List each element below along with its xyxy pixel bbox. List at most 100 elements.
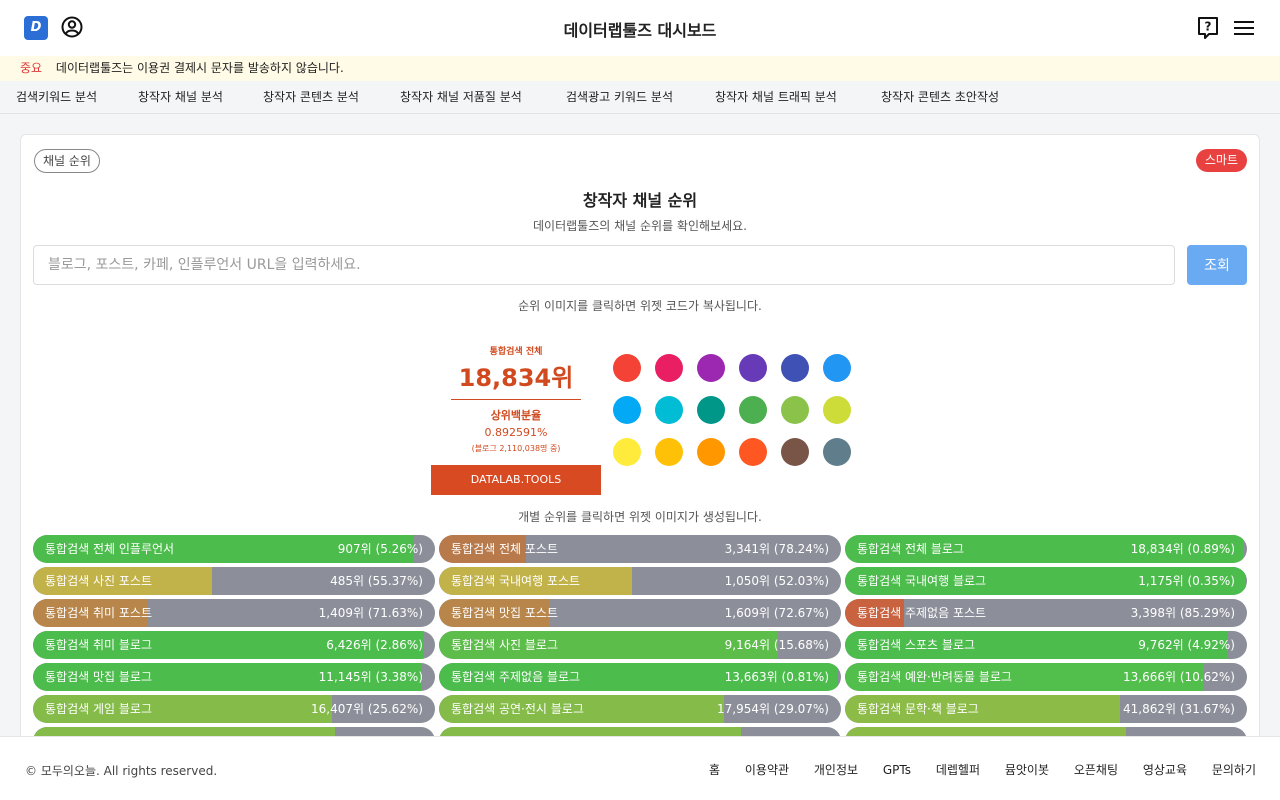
user-circle-icon[interactable] xyxy=(61,16,83,38)
rank-item-fill xyxy=(33,695,332,723)
hamburger-menu-icon[interactable] xyxy=(1233,18,1255,38)
footer-link-gpts[interactable]: GPTs xyxy=(882,763,911,777)
rank-item[interactable]: 통합검색 맛집 포스트 1,609위 (72.67%) xyxy=(439,599,841,627)
rank-item-value: 9,164위 (15.68%) xyxy=(724,638,829,652)
color-swatch[interactable] xyxy=(823,396,851,424)
rank-item-name: 통합검색 예완·반려동물 블로그 xyxy=(857,670,1012,684)
rank-item-fill xyxy=(439,695,725,723)
rank-item-name: 통합검색 취미 블로그 xyxy=(45,638,152,652)
rank-item[interactable]: 통합검색 문학·책 블로그 41,862위 (31.67%) xyxy=(845,695,1247,723)
rank-item[interactable]: 통합검색 게임 블로그 16,407위 (25.62%) xyxy=(33,695,435,723)
color-swatch[interactable] xyxy=(823,438,851,466)
color-swatch[interactable] xyxy=(655,396,683,424)
rank-item-value: 6,426위 (2.86%) xyxy=(326,638,423,652)
top-header: D 데이터랩툴즈 대시보드 ? xyxy=(0,0,1280,56)
rank-item-fill xyxy=(439,567,632,595)
footer-link-contact[interactable]: 문의하기 xyxy=(1211,763,1256,777)
rank-item-fill xyxy=(439,535,527,563)
color-swatch[interactable] xyxy=(613,396,641,424)
footer-link-open-chat[interactable]: 오픈채팅 xyxy=(1073,763,1118,777)
widget-rank: 18,834위 xyxy=(458,364,574,392)
color-swatch[interactable] xyxy=(781,438,809,466)
rank-item-name: 통합검색 스포츠 블로그 xyxy=(857,638,976,652)
rank-item[interactable]: 통합검색 국내여행 포스트 1,050위 (52.03%) xyxy=(439,567,841,595)
rank-item-name: 통합검색 전체 블로그 xyxy=(857,542,964,556)
color-swatch[interactable] xyxy=(739,396,767,424)
color-swatch[interactable] xyxy=(655,354,683,382)
nav-item-low-quality-analysis[interactable]: 창작자 채널 저품질 분석 xyxy=(400,90,522,104)
rank-item-fill xyxy=(33,567,213,595)
rank-item-value: 9,762위 (4.92%) xyxy=(1138,638,1235,652)
rank-item-value: 13,666위 (10.62%) xyxy=(1123,670,1235,684)
rank-item-value: 13,663위 (0.81%) xyxy=(724,670,829,684)
url-search-input[interactable] xyxy=(33,245,1175,285)
color-swatch[interactable] xyxy=(697,354,725,382)
rank-item-name: 통합검색 문학·책 블로그 xyxy=(857,702,979,716)
rank-item[interactable]: 통합검색 주제없음 블로그 13,663위 (0.81%) xyxy=(439,663,841,691)
search-button[interactable]: 조회 xyxy=(1187,245,1247,285)
nav-item-traffic-analysis[interactable]: 창작자 채널 트래픽 분석 xyxy=(715,90,837,104)
widget-percent: 0.892591% xyxy=(484,426,548,439)
nav-item-channel-analysis[interactable]: 창작자 채널 분석 xyxy=(138,90,223,104)
help-icon[interactable]: ? xyxy=(1197,16,1219,40)
rank-item[interactable]: 통합검색 주제없음 포스트 3,398위 (85.29%) xyxy=(845,599,1247,627)
rank-item[interactable]: 통합검색 국내여행 블로그 1,175위 (0.35%) xyxy=(845,567,1247,595)
nav-item-content-analysis[interactable]: 창작자 콘텐츠 분석 xyxy=(263,90,359,104)
rank-item[interactable]: 통합검색 사진 포스트 485위 (55.37%) xyxy=(33,567,435,595)
footer-link-terms[interactable]: 이용약관 xyxy=(744,763,790,777)
color-swatch[interactable] xyxy=(655,438,683,466)
color-swatch[interactable] xyxy=(739,354,767,382)
footer-links: 홈 이용약관 개인정보 GPTs 데렙헬퍼 뮴앗이봇 오픈채팅 영상교육 문의하… xyxy=(688,761,1256,778)
color-swatch[interactable] xyxy=(781,354,809,382)
color-swatch[interactable] xyxy=(613,354,641,382)
copyright: © 모두의오늘. All rights reserved. xyxy=(25,764,218,778)
rank-item-fill xyxy=(33,535,414,563)
rank-item-name: 통합검색 국내여행 포스트 xyxy=(451,574,581,588)
rank-item-value: 1,175위 (0.35%) xyxy=(1138,574,1235,588)
color-swatch[interactable] xyxy=(739,438,767,466)
footer-link-home[interactable]: 홈 xyxy=(708,763,721,777)
main-nav: 검색키워드 분석 창작자 채널 분석 창작자 콘텐츠 분석 창작자 채널 저품질… xyxy=(0,81,1280,114)
rank-item-fill xyxy=(439,631,778,659)
nav-item-content-draft[interactable]: 창작자 콘텐츠 초안작성 xyxy=(881,90,1000,104)
rank-item[interactable]: 통합검색 스포츠 블로그 9,762위 (4.92%) xyxy=(845,631,1247,659)
rank-item-fill xyxy=(845,663,1205,691)
channel-rank-badge: 채널 순위 xyxy=(34,149,100,173)
widget-divider xyxy=(451,399,581,400)
color-swatch[interactable] xyxy=(823,354,851,382)
card-title: 창작자 채널 순위 xyxy=(582,191,698,210)
color-swatch[interactable] xyxy=(781,396,809,424)
rank-item-name: 통합검색 맛집 포스트 xyxy=(451,606,558,620)
rank-item[interactable]: 통합검색 공연·전시 블로그 17,954위 (29.07%) xyxy=(439,695,841,723)
rank-item-fill xyxy=(439,599,549,627)
rank-item[interactable]: 통합검색 예완·반려동물 블로그 13,666위 (10.62%) xyxy=(845,663,1247,691)
widget-percent-label: 상위백분율 xyxy=(490,409,542,422)
footer-link-video-edu[interactable]: 영상교육 xyxy=(1142,763,1187,777)
color-swatch[interactable] xyxy=(697,396,725,424)
rank-item[interactable]: 통합검색 취미 포스트 1,409위 (71.63%) xyxy=(33,599,435,627)
smart-badge: 스마트 xyxy=(1195,149,1247,172)
rank-item[interactable]: 통합검색 취미 블로그 6,426위 (2.86%) xyxy=(33,631,435,659)
rank-item-name: 통합검색 국내여행 블로그 xyxy=(857,574,987,588)
datalab-logo-icon[interactable]: D xyxy=(24,16,48,40)
rank-item-value: 41,862위 (31.67%) xyxy=(1123,702,1235,716)
color-swatch[interactable] xyxy=(613,438,641,466)
nav-item-ad-keyword-analysis[interactable]: 검색광고 키워드 분석 xyxy=(566,90,673,104)
footer-link-helper[interactable]: 데렙헬퍼 xyxy=(935,763,980,777)
page-title: 데이터랩툴즈 대시보드 xyxy=(563,21,717,40)
rank-item[interactable]: 통합검색 맛집 블로그 11,145위 (3.38%) xyxy=(33,663,435,691)
rank-item-name: 통합검색 주제없음 블로그 xyxy=(451,670,581,684)
widget-label: 통합검색 전체 xyxy=(489,347,543,357)
rank-item-value: 485위 (55.37%) xyxy=(330,574,423,588)
rank-item[interactable]: 통합검색 사진 블로그 9,164위 (15.68%) xyxy=(439,631,841,659)
rank-widget-image[interactable]: 통합검색 전체 18,834위 상위백분율 0.892591% (블로그 2,1… xyxy=(431,341,601,495)
widget-blog-count: (블로그 2,110,038명 중) xyxy=(471,444,561,453)
rank-item[interactable]: 통합검색 전체 포스트 3,341위 (78.24%) xyxy=(439,535,841,563)
rank-item-name: 통합검색 게임 블로그 xyxy=(45,702,152,716)
nav-item-keyword-analysis[interactable]: 검색키워드 분석 xyxy=(16,90,98,104)
rank-item[interactable]: 통합검색 전체 인플루언서 907위 (5.26%) xyxy=(33,535,435,563)
rank-item[interactable]: 통합검색 전체 블로그 18,834위 (0.89%) xyxy=(845,535,1247,563)
footer-link-bot[interactable]: 뮴앗이봇 xyxy=(1004,763,1049,777)
footer-link-privacy[interactable]: 개인정보 xyxy=(813,763,859,777)
color-swatch[interactable] xyxy=(697,438,725,466)
